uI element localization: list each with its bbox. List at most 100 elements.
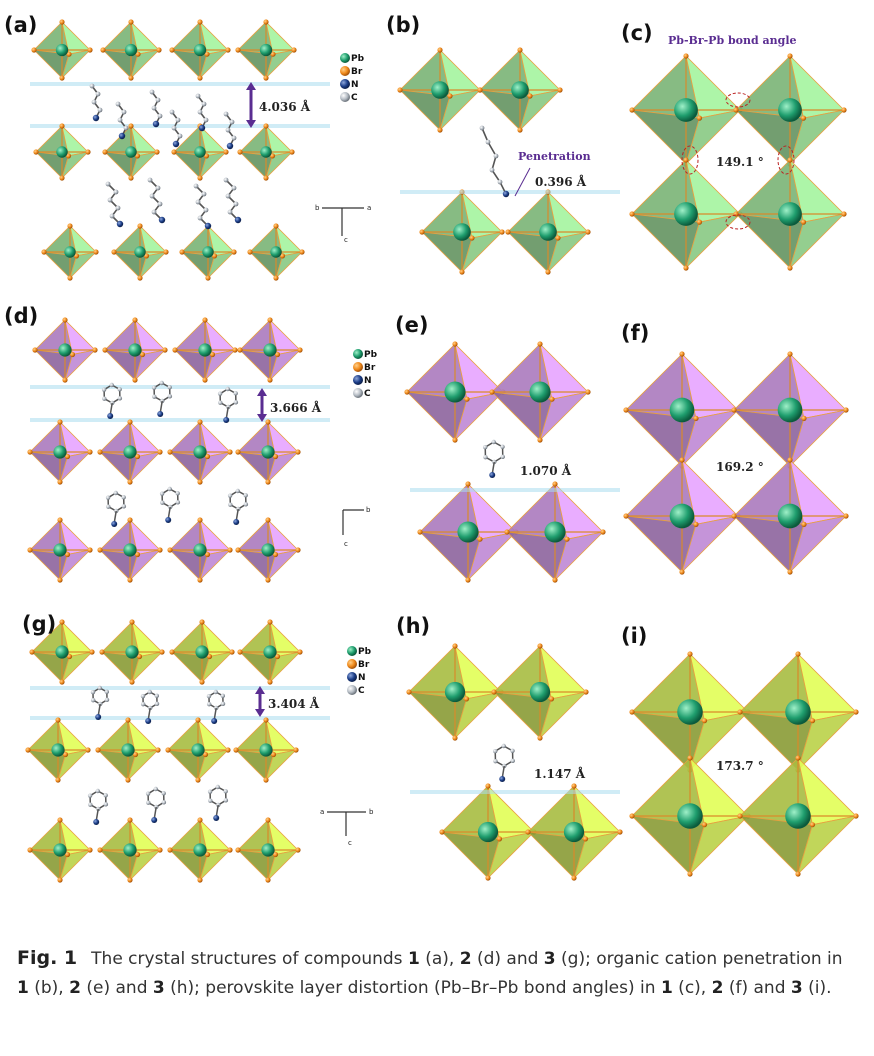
octahedron (237, 619, 303, 685)
lattice-plane (30, 124, 330, 128)
octahedron (32, 317, 98, 383)
distance-label-e: 1.070 Å (520, 463, 572, 478)
penetrating-cation (483, 439, 505, 478)
angle-label-f: 169.2 ° (716, 460, 764, 474)
lattice-plane (400, 190, 620, 194)
octahedron (167, 517, 233, 583)
octahedron (477, 47, 563, 133)
octahedron (397, 47, 483, 133)
compound-ref: 3 (790, 978, 803, 998)
lattice-plane (410, 488, 620, 492)
octahedron (247, 223, 305, 281)
octahedron (237, 123, 295, 181)
element-legend-1: Pb Br N C (340, 53, 365, 103)
organic-cation (195, 93, 209, 132)
octahedron (171, 123, 229, 181)
octahedron (167, 419, 233, 485)
octahedron (237, 317, 303, 383)
octahedron (629, 157, 743, 271)
compound-ref: 3 (543, 949, 556, 969)
distance-label-a: 4.036 Å (259, 99, 311, 114)
legend-br-3: Br (358, 660, 370, 670)
angle-marker (725, 92, 751, 108)
organic-cation (227, 488, 249, 525)
organic-cation (193, 183, 212, 230)
octahedron (111, 223, 169, 281)
organic-cation (140, 689, 160, 724)
caption-text: (h); perovskite layer distortion (Pb–Br–… (164, 978, 661, 998)
interlayer-distance-d: 3.666 Å (257, 388, 322, 422)
lattice-plane (30, 686, 330, 690)
octahedron (169, 619, 235, 685)
legend-br-1: Br (351, 67, 363, 77)
octahedron (29, 619, 95, 685)
octahedron (737, 755, 859, 877)
distance-label-h: 1.147 Å (534, 766, 586, 781)
angle-marker (725, 214, 751, 230)
penetrating-cation (479, 125, 510, 198)
organic-cation (206, 689, 226, 724)
organic-cation (101, 382, 123, 419)
legend-n-1: N (351, 80, 359, 90)
figure-number: Fig. 1 (17, 947, 78, 969)
panel-label-f: (f) (621, 321, 649, 345)
organic-cation (105, 490, 127, 527)
axis-label-a-3: a (320, 808, 324, 816)
organic-cation (145, 786, 167, 823)
legend-pb-1: Pb (351, 54, 365, 64)
legend-br-2: Br (364, 363, 376, 373)
organic-cation (87, 788, 109, 825)
organic-cation (115, 101, 129, 140)
octahedron (404, 341, 506, 443)
caption-text: (c), (672, 978, 712, 998)
octahedron (100, 19, 162, 81)
organic-cation (207, 784, 229, 821)
organic-cation (147, 177, 166, 224)
octahedron (504, 481, 606, 583)
lattice-plane (30, 716, 330, 720)
caption-text: The crystal structures of compounds (91, 949, 408, 969)
panel-label-a: (a) (4, 13, 37, 37)
caption-text: (b), (28, 978, 70, 998)
octahedron (505, 189, 591, 275)
panel-label-e: (e) (395, 313, 428, 337)
octahedron (27, 517, 93, 583)
organic-cation (223, 177, 242, 224)
panel-label-g: (g) (22, 612, 56, 636)
organic-cation (159, 486, 181, 523)
octahedron (235, 517, 301, 583)
angle-marker (681, 145, 699, 175)
octahedron (27, 419, 93, 485)
axis-label-c-1: c (344, 236, 348, 244)
octahedron (172, 317, 238, 383)
octahedron (102, 317, 168, 383)
panel-label-h: (h) (396, 614, 430, 638)
crystal-structures (25, 19, 859, 883)
octahedron (406, 643, 504, 741)
octahedron (235, 19, 297, 81)
angle-marker (777, 145, 795, 175)
axis-triad-1: b a c (315, 204, 371, 244)
lattice-plane (30, 82, 330, 86)
legend-pb-3: Pb (358, 647, 372, 657)
angle-label-c: 149.1 ° (716, 155, 764, 169)
octahedron (167, 817, 233, 883)
angle-label-i: 173.7 ° (716, 759, 764, 773)
bond-angle-title: Pb-Br-Pb bond angle (668, 34, 797, 47)
octahedron (439, 783, 537, 881)
figure-caption: Fig. 1 The crystal structures of compound… (17, 944, 857, 1003)
octahedron (31, 19, 93, 81)
legend-pb-2: Pb (364, 350, 378, 360)
panel-label-c: (c) (621, 21, 653, 45)
legend-c-2: C (364, 389, 371, 399)
octahedron (33, 123, 91, 181)
octahedron (97, 817, 163, 883)
octahedron (27, 817, 93, 883)
caption-text: (f) and (723, 978, 791, 998)
octahedron (733, 53, 847, 167)
octahedron (95, 717, 161, 783)
penetration-label: Penetration (518, 150, 591, 163)
organic-cation (90, 685, 110, 720)
axis-triad-3: a b c (320, 808, 374, 847)
octahedron (417, 481, 519, 583)
